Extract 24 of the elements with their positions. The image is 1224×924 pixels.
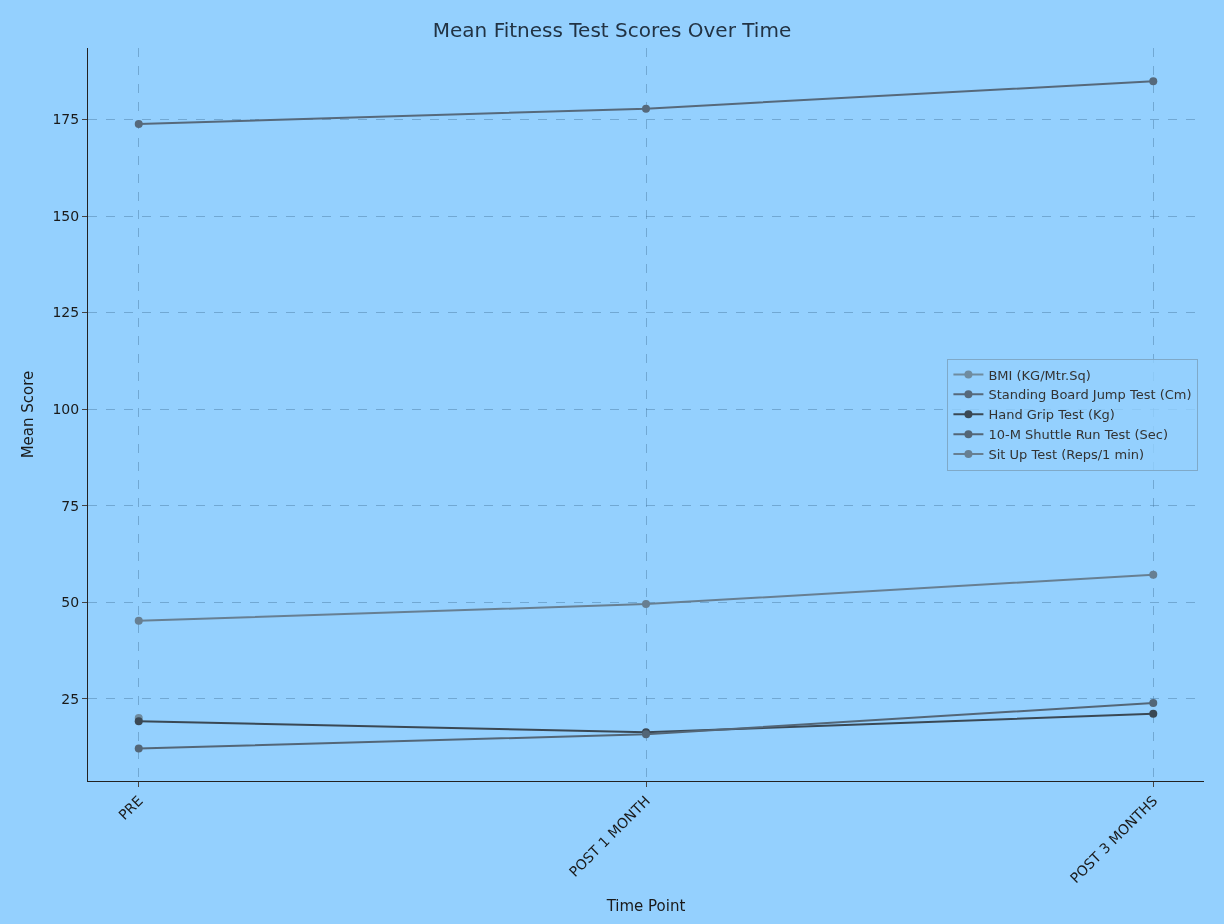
y-tick-label: 25 <box>61 690 80 707</box>
legend-label: Hand Grip Test (Kg) <box>988 407 1115 423</box>
y-tick-label: 125 <box>52 304 80 321</box>
point <box>134 744 143 753</box>
legend-label: Standing Board Jump Test (Cm) <box>988 387 1192 403</box>
chart-title: Mean Fitness Test Scores Over Time <box>432 18 792 43</box>
legend-label: Sit Up Test (Reps/1 min) <box>988 447 1145 463</box>
y-axis-title: Mean Score <box>18 370 37 459</box>
point <box>1149 77 1158 86</box>
point <box>134 616 143 625</box>
y-tick-label: 150 <box>52 207 80 224</box>
x-axis-title: Time Point <box>605 897 686 916</box>
point <box>1149 709 1158 718</box>
legend-label: BMI (KG/Mtr.Sq) <box>988 367 1091 383</box>
y-tick-label: 100 <box>52 400 80 417</box>
point <box>642 104 650 113</box>
point <box>642 600 650 609</box>
point <box>1149 570 1158 579</box>
y-tick-label: 175 <box>52 111 80 128</box>
y-tick-label: 50 <box>61 594 80 611</box>
point <box>1149 698 1158 707</box>
legend-label: 10-M Shuttle Run Test (Sec) <box>988 427 1169 443</box>
point <box>134 120 143 129</box>
y-tick-label: 75 <box>61 497 80 514</box>
